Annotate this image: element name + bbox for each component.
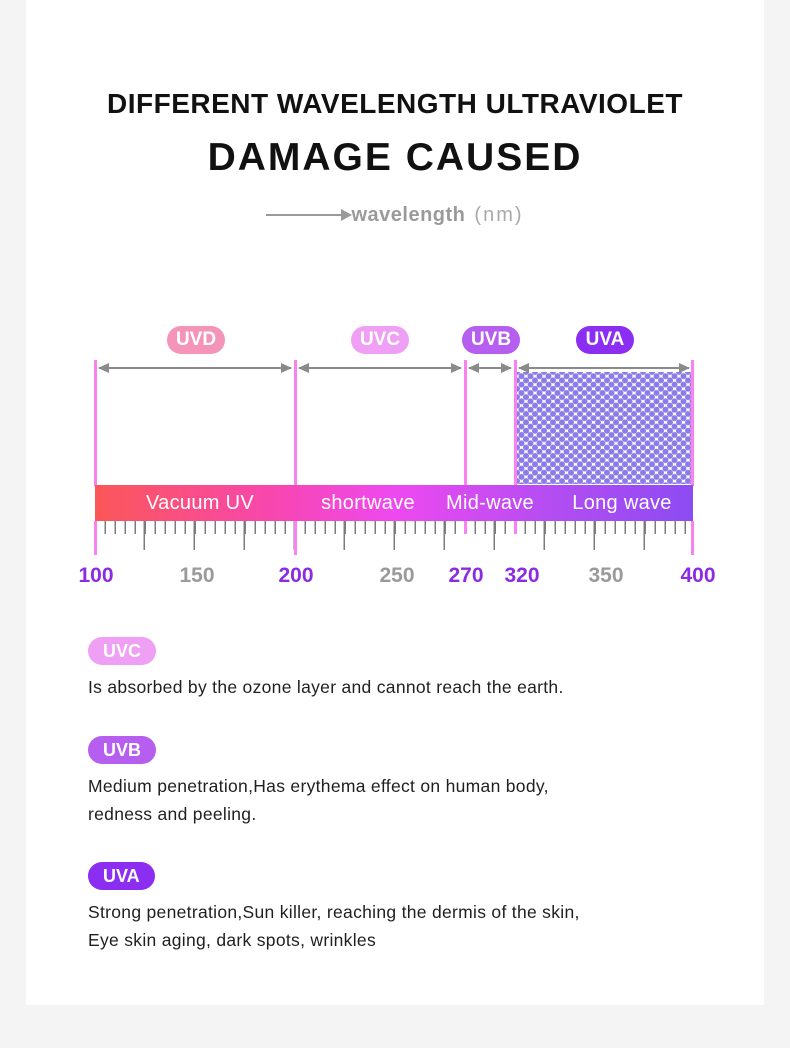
boundary-line-320nm xyxy=(514,360,517,486)
right-arrow-icon xyxy=(266,209,353,221)
ruler-marker-100nm xyxy=(94,521,97,555)
axis-caption-unit: (nm) xyxy=(474,203,524,226)
boundary-line-400nm xyxy=(691,360,694,486)
legend-badge-uva: UVA xyxy=(88,862,155,890)
range-arrow-uvc xyxy=(298,362,462,373)
ruler-marker-320nm xyxy=(514,521,517,534)
tick-label-400: 400 xyxy=(680,564,716,587)
axis-caption: wavelength (nm) xyxy=(0,202,790,228)
band-badge-uva: UVA xyxy=(576,326,634,354)
range-arrow-uvb xyxy=(468,362,512,373)
tick-label-250: 250 xyxy=(379,564,415,587)
legend-text-uvc-line1: Is absorbed by the ozone layer and canno… xyxy=(88,677,564,697)
legend-text-uva-line1: Strong penetration,Sun killer, reaching … xyxy=(88,902,580,922)
bar-label-mid-wave: Mid-wave xyxy=(446,492,534,514)
range-arrow-uvd xyxy=(98,362,292,373)
axis-caption-label: wavelength xyxy=(351,203,466,226)
boundary-line-100nm xyxy=(94,360,97,486)
legend-text-uvb: Medium penetration,Has erythema effect o… xyxy=(88,772,549,828)
tick-label-270: 270 xyxy=(448,564,484,587)
tick-label-150: 150 xyxy=(179,564,215,587)
tick-label-350: 350 xyxy=(588,564,624,587)
tick-label-200: 200 xyxy=(278,564,314,587)
bar-label-vacuum-uv: Vacuum UV xyxy=(146,492,254,514)
bar-label-shortwave: shortwave xyxy=(321,492,415,514)
band-badge-uvb: UVB xyxy=(462,326,520,354)
legend-text-uva: Strong penetration,Sun killer, reaching … xyxy=(88,898,580,954)
legend-text-uvc: Is absorbed by the ozone layer and canno… xyxy=(88,673,564,701)
tick-label-320: 320 xyxy=(504,564,540,587)
tick-label-100: 100 xyxy=(78,564,114,587)
band-badge-uvc: UVC xyxy=(351,326,409,354)
legend-badge-uvb: UVB xyxy=(88,736,157,764)
legend-text-uvb-line2: redness and peeling. xyxy=(88,804,257,824)
ruler-major-ticks xyxy=(95,521,693,550)
boundary-line-270nm xyxy=(464,360,467,486)
ruler-marker-400nm xyxy=(691,521,694,555)
band-badge-uvd: UVD xyxy=(167,326,225,354)
bar-label-long-wave: Long wave xyxy=(572,492,672,514)
ruler-marker-200nm xyxy=(294,521,297,555)
legend-text-uvb-line1: Medium penetration,Has erythema effect o… xyxy=(88,776,549,796)
range-arrow-uva xyxy=(518,362,690,373)
page-title-line1: DIFFERENT WAVELENGTH ULTRAVIOLET xyxy=(107,88,683,119)
uva-dotted-region xyxy=(517,372,691,484)
boundary-line-200nm xyxy=(294,360,297,486)
page-title-line2: DAMAGE CAUSED xyxy=(207,136,583,179)
ruler-marker-270nm xyxy=(464,521,467,534)
legend-badge-uvc: UVC xyxy=(88,637,157,665)
spectrum-gradient-bar: Vacuum UV shortwave Mid-wave Long wave xyxy=(95,485,693,521)
legend-text-uva-line2: Eye skin aging, dark spots, wrinkles xyxy=(88,930,377,950)
